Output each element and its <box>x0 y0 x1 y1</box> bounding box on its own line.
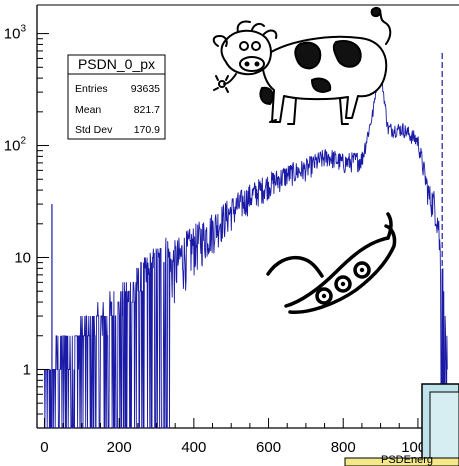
x-axis-ticks: 0 200 400 600 800 1000 <box>40 418 456 456</box>
stats-row-value: 93635 <box>131 83 160 95</box>
overlay-partial-label: PSDEnerg <box>381 454 433 466</box>
y-tick-exponent: 3 <box>20 24 26 35</box>
overlay-panel: PSDEnerg <box>344 383 459 466</box>
cow-doodle-icon <box>212 6 392 125</box>
stats-row-label: Entries <box>75 83 108 95</box>
plot-frame <box>36 4 459 429</box>
y-tick-label: 103 <box>4 24 27 43</box>
x-tick-label: 400 <box>181 439 206 456</box>
y-tick-label: 10 <box>14 249 31 266</box>
stats-box-frame <box>67 54 166 140</box>
stats-row-label: Mean <box>75 104 101 116</box>
stats-row-value: 821.7 <box>134 104 160 116</box>
x-tick-label: 800 <box>331 439 356 456</box>
pea-pod-doodle-icon <box>266 212 397 314</box>
y-tick-exponent: 2 <box>20 136 26 147</box>
overlay-label-strip <box>344 457 459 466</box>
stats-box-title: PSDN_0_px <box>78 56 155 72</box>
stats-row-value: 170.9 <box>134 124 160 136</box>
y-tick-label: 1 <box>23 361 31 378</box>
x-tick-label: 200 <box>107 439 132 456</box>
y-axis-ticks: 1 10 102 103 <box>4 24 49 429</box>
y-tick-label: 102 <box>4 136 27 155</box>
overlay-panel-front <box>429 391 459 466</box>
x-tick-label: 0 <box>40 439 48 456</box>
stats-row-label: Std Dev <box>75 124 113 136</box>
x-tick-label: 600 <box>256 439 281 456</box>
stats-box: PSDN_0_px Entries 93635 Mean 821.7 Std D… <box>67 54 166 140</box>
